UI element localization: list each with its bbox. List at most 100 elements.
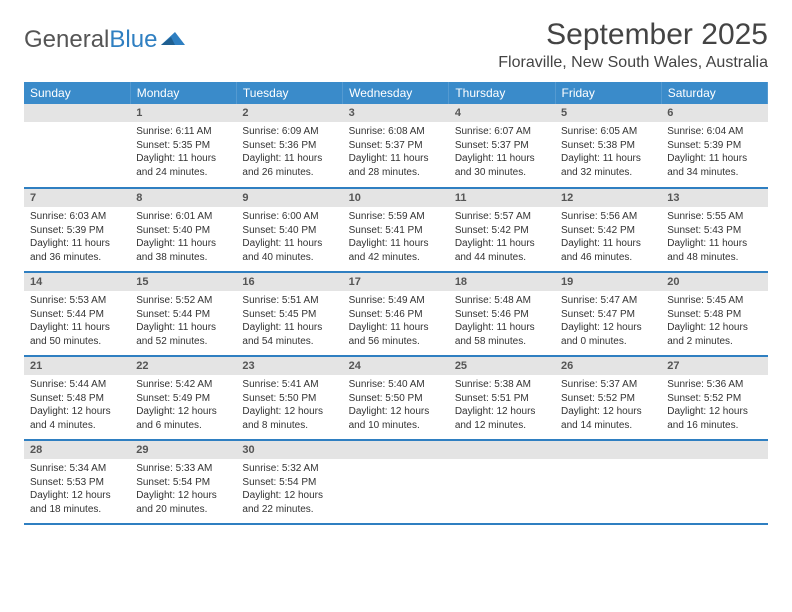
sunrise-text: Sunrise: 5:42 AM: [136, 378, 230, 392]
daylight-text: Daylight: 12 hours and 18 minutes.: [30, 489, 124, 516]
sunset-text: Sunset: 5:46 PM: [455, 308, 549, 322]
sunrise-text: Sunrise: 5:44 AM: [30, 378, 124, 392]
day-number: 10: [343, 189, 449, 207]
sunset-text: Sunset: 5:49 PM: [136, 392, 230, 406]
day-body: Sunrise: 5:44 AMSunset: 5:48 PMDaylight:…: [24, 375, 130, 438]
day-number: 26: [555, 357, 661, 375]
day-body: Sunrise: 5:38 AMSunset: 5:51 PMDaylight:…: [449, 375, 555, 438]
calendar-cell: 15Sunrise: 5:52 AMSunset: 5:44 PMDayligh…: [130, 272, 236, 356]
day-number: 8: [130, 189, 236, 207]
daylight-text: Daylight: 11 hours and 50 minutes.: [30, 321, 124, 348]
sunset-text: Sunset: 5:35 PM: [136, 139, 230, 153]
calendar-cell: [661, 440, 767, 524]
calendar-cell: 19Sunrise: 5:47 AMSunset: 5:47 PMDayligh…: [555, 272, 661, 356]
daylight-text: Daylight: 11 hours and 58 minutes.: [455, 321, 549, 348]
day-body: Sunrise: 6:09 AMSunset: 5:36 PMDaylight:…: [236, 122, 342, 185]
day-number: [661, 441, 767, 459]
daylight-text: Daylight: 12 hours and 2 minutes.: [667, 321, 761, 348]
calendar-cell: 17Sunrise: 5:49 AMSunset: 5:46 PMDayligh…: [343, 272, 449, 356]
daylight-text: Daylight: 11 hours and 44 minutes.: [455, 237, 549, 264]
sunrise-text: Sunrise: 5:55 AM: [667, 210, 761, 224]
calendar-cell: [343, 440, 449, 524]
daylight-text: Daylight: 11 hours and 48 minutes.: [667, 237, 761, 264]
calendar-cell: 11Sunrise: 5:57 AMSunset: 5:42 PMDayligh…: [449, 188, 555, 272]
sunset-text: Sunset: 5:38 PM: [561, 139, 655, 153]
day-number: 13: [661, 189, 767, 207]
weekday-header: Monday: [130, 82, 236, 104]
daylight-text: Daylight: 11 hours and 46 minutes.: [561, 237, 655, 264]
weekday-row: SundayMondayTuesdayWednesdayThursdayFrid…: [24, 82, 768, 104]
calendar-cell: 24Sunrise: 5:40 AMSunset: 5:50 PMDayligh…: [343, 356, 449, 440]
calendar-cell: 10Sunrise: 5:59 AMSunset: 5:41 PMDayligh…: [343, 188, 449, 272]
daylight-text: Daylight: 11 hours and 56 minutes.: [349, 321, 443, 348]
sunset-text: Sunset: 5:39 PM: [30, 224, 124, 238]
calendar-cell: [24, 104, 130, 188]
daylight-text: Daylight: 12 hours and 8 minutes.: [242, 405, 336, 432]
daylight-text: Daylight: 12 hours and 20 minutes.: [136, 489, 230, 516]
sunrise-text: Sunrise: 6:08 AM: [349, 125, 443, 139]
sunset-text: Sunset: 5:36 PM: [242, 139, 336, 153]
sunrise-text: Sunrise: 5:49 AM: [349, 294, 443, 308]
calendar-row: 28Sunrise: 5:34 AMSunset: 5:53 PMDayligh…: [24, 440, 768, 524]
day-number: 23: [236, 357, 342, 375]
daylight-text: Daylight: 11 hours and 40 minutes.: [242, 237, 336, 264]
day-number: [555, 441, 661, 459]
day-number: [449, 441, 555, 459]
sunrise-text: Sunrise: 5:37 AM: [561, 378, 655, 392]
calendar-cell: 13Sunrise: 5:55 AMSunset: 5:43 PMDayligh…: [661, 188, 767, 272]
day-body: Sunrise: 5:41 AMSunset: 5:50 PMDaylight:…: [236, 375, 342, 438]
page: GeneralBlue September 2025 Floraville, N…: [0, 0, 792, 525]
day-number: 2: [236, 104, 342, 122]
header: GeneralBlue September 2025 Floraville, N…: [24, 18, 768, 72]
sunrise-text: Sunrise: 5:38 AM: [455, 378, 549, 392]
daylight-text: Daylight: 11 hours and 26 minutes.: [242, 152, 336, 179]
logo: GeneralBlue: [24, 18, 187, 54]
calendar-cell: 22Sunrise: 5:42 AMSunset: 5:49 PMDayligh…: [130, 356, 236, 440]
daylight-text: Daylight: 11 hours and 42 minutes.: [349, 237, 443, 264]
calendar-table: SundayMondayTuesdayWednesdayThursdayFrid…: [24, 82, 768, 525]
calendar-row: 7Sunrise: 6:03 AMSunset: 5:39 PMDaylight…: [24, 188, 768, 272]
sunset-text: Sunset: 5:44 PM: [136, 308, 230, 322]
sunrise-text: Sunrise: 5:59 AM: [349, 210, 443, 224]
calendar-cell: [449, 440, 555, 524]
sunset-text: Sunset: 5:52 PM: [667, 392, 761, 406]
day-body: Sunrise: 6:03 AMSunset: 5:39 PMDaylight:…: [24, 207, 130, 270]
daylight-text: Daylight: 12 hours and 10 minutes.: [349, 405, 443, 432]
daylight-text: Daylight: 12 hours and 4 minutes.: [30, 405, 124, 432]
sunrise-text: Sunrise: 5:57 AM: [455, 210, 549, 224]
day-body: Sunrise: 5:32 AMSunset: 5:54 PMDaylight:…: [236, 459, 342, 522]
weekday-header: Tuesday: [236, 82, 342, 104]
day-body: Sunrise: 6:05 AMSunset: 5:38 PMDaylight:…: [555, 122, 661, 185]
weekday-header: Friday: [555, 82, 661, 104]
sunrise-text: Sunrise: 6:04 AM: [667, 125, 761, 139]
day-number: 3: [343, 104, 449, 122]
sunset-text: Sunset: 5:48 PM: [30, 392, 124, 406]
day-body: Sunrise: 5:59 AMSunset: 5:41 PMDaylight:…: [343, 207, 449, 270]
day-body: Sunrise: 5:56 AMSunset: 5:42 PMDaylight:…: [555, 207, 661, 270]
daylight-text: Daylight: 12 hours and 14 minutes.: [561, 405, 655, 432]
day-number: 5: [555, 104, 661, 122]
sunset-text: Sunset: 5:37 PM: [349, 139, 443, 153]
daylight-text: Daylight: 11 hours and 28 minutes.: [349, 152, 443, 179]
sunrise-text: Sunrise: 5:56 AM: [561, 210, 655, 224]
day-number: 28: [24, 441, 130, 459]
daylight-text: Daylight: 11 hours and 36 minutes.: [30, 237, 124, 264]
day-number: 1: [130, 104, 236, 122]
sunrise-text: Sunrise: 6:00 AM: [242, 210, 336, 224]
day-body: Sunrise: 5:45 AMSunset: 5:48 PMDaylight:…: [661, 291, 767, 354]
sunrise-text: Sunrise: 6:07 AM: [455, 125, 549, 139]
daylight-text: Daylight: 11 hours and 38 minutes.: [136, 237, 230, 264]
calendar-row: 14Sunrise: 5:53 AMSunset: 5:44 PMDayligh…: [24, 272, 768, 356]
day-number: 9: [236, 189, 342, 207]
calendar-body: 1Sunrise: 6:11 AMSunset: 5:35 PMDaylight…: [24, 104, 768, 524]
sunset-text: Sunset: 5:51 PM: [455, 392, 549, 406]
daylight-text: Daylight: 11 hours and 24 minutes.: [136, 152, 230, 179]
day-number: 15: [130, 273, 236, 291]
sunset-text: Sunset: 5:54 PM: [136, 476, 230, 490]
day-body: Sunrise: 6:01 AMSunset: 5:40 PMDaylight:…: [130, 207, 236, 270]
sunset-text: Sunset: 5:41 PM: [349, 224, 443, 238]
sunset-text: Sunset: 5:50 PM: [349, 392, 443, 406]
calendar-cell: 23Sunrise: 5:41 AMSunset: 5:50 PMDayligh…: [236, 356, 342, 440]
day-body: Sunrise: 5:34 AMSunset: 5:53 PMDaylight:…: [24, 459, 130, 522]
calendar-cell: 28Sunrise: 5:34 AMSunset: 5:53 PMDayligh…: [24, 440, 130, 524]
